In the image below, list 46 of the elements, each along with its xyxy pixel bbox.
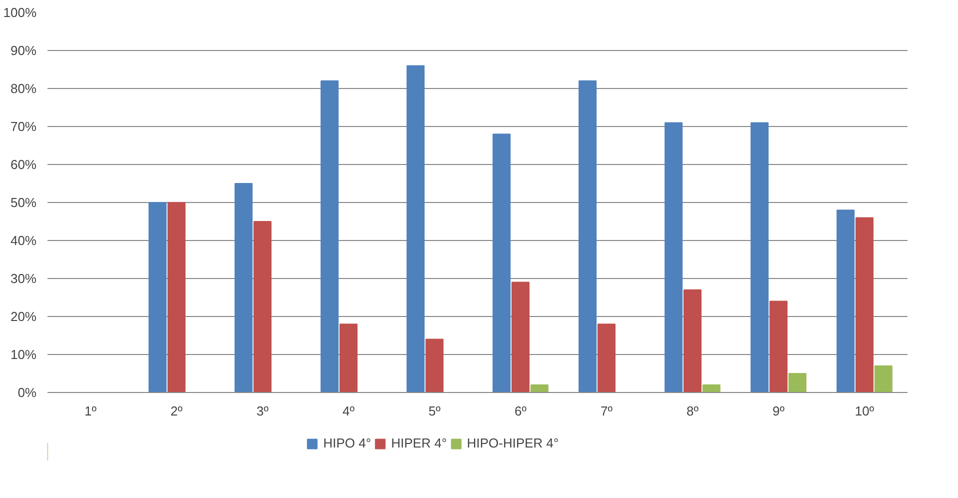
bar — [597, 324, 616, 392]
bar — [148, 202, 167, 392]
bar — [425, 338, 444, 392]
bar — [578, 80, 597, 392]
x-tick-label: 2º — [170, 404, 183, 418]
x-tick-label: 3º — [256, 404, 269, 418]
bar — [836, 210, 855, 392]
y-tick-label: 50% — [10, 195, 37, 210]
bar — [664, 122, 683, 392]
bar — [320, 80, 339, 392]
legend-label: HIPER 4° — [391, 436, 447, 450]
x-tick-label: 1º — [84, 404, 97, 418]
bar — [339, 324, 358, 392]
y-tick-label: 90% — [10, 43, 37, 58]
y-tick-label: 20% — [10, 309, 37, 324]
y-tick-label: 0% — [18, 385, 37, 400]
y-tick-label: 60% — [10, 157, 37, 172]
bar — [874, 365, 892, 392]
bar — [855, 217, 874, 392]
y-tick-label: 80% — [10, 81, 37, 96]
legend-label: HIPO-HIPER 4° — [466, 436, 559, 450]
y-tick-label: 40% — [10, 233, 37, 248]
bar — [788, 373, 806, 392]
bar — [769, 300, 788, 392]
bar — [492, 134, 511, 392]
x-tick-label: 10º — [854, 404, 874, 418]
x-tick-label: 9º — [772, 404, 785, 418]
bar — [406, 65, 425, 392]
bar — [234, 183, 253, 392]
bar — [683, 289, 702, 392]
x-tick-label: 4º — [342, 404, 355, 418]
x-tick-label: 5º — [428, 404, 441, 418]
bar — [167, 202, 186, 392]
bar — [750, 122, 769, 392]
x-tick-label: 7º — [600, 404, 613, 418]
x-tick-label: 8º — [686, 404, 699, 418]
y-tick-label: 10% — [10, 347, 37, 362]
y-tick-label: 70% — [10, 119, 37, 134]
bar — [511, 282, 530, 392]
bar — [253, 221, 272, 392]
y-tick-label: 30% — [10, 271, 37, 286]
x-tick-label: 6º — [514, 404, 527, 418]
legend-label: HIPO 4° — [323, 436, 372, 450]
bar — [702, 384, 720, 392]
y-tick-label: 100% — [3, 5, 37, 20]
bar — [530, 384, 548, 392]
